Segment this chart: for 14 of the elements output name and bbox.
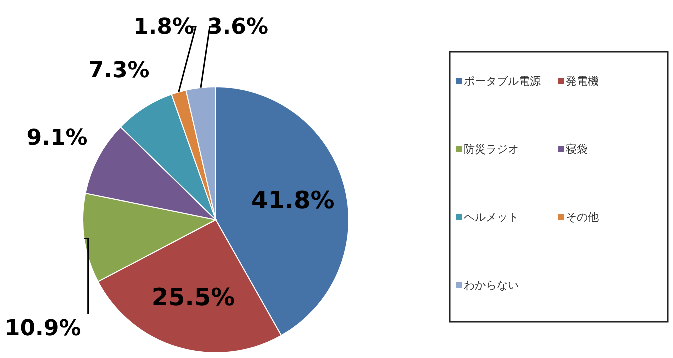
legend-label: 寝袋 xyxy=(566,143,588,156)
data-label: 10.9% xyxy=(4,316,82,342)
legend-label: わからない xyxy=(464,279,519,292)
data-label: 7.3% xyxy=(88,58,150,84)
legend-label: 発電機 xyxy=(566,75,599,88)
legend-label: 防災ラジオ xyxy=(464,143,519,156)
data-label: 3.6% xyxy=(207,15,269,40)
data-label: 41.8% xyxy=(252,186,335,215)
data-label: 1.8% xyxy=(133,15,195,40)
legend-label: その他 xyxy=(566,211,599,224)
legend-label: ポータブル電源 xyxy=(464,75,541,88)
legend-label: ヘルメット xyxy=(464,211,519,224)
data-label: 9.1% xyxy=(26,126,88,151)
data-label: 25.5% xyxy=(152,284,236,312)
